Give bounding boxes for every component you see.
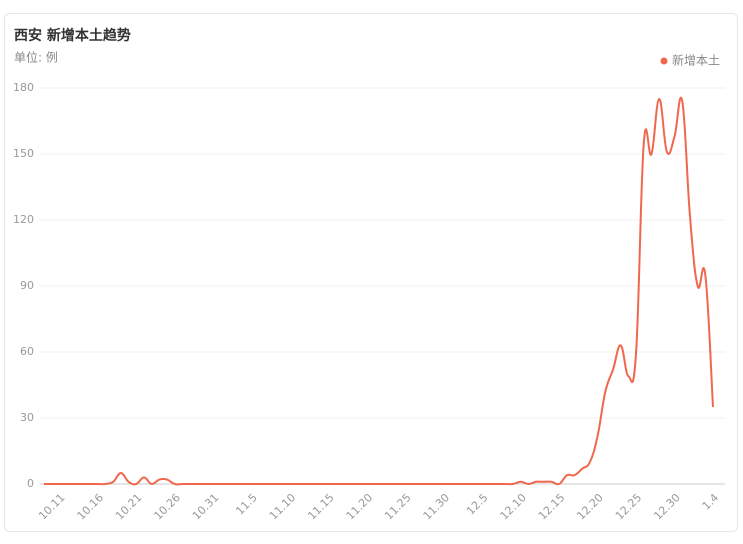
y-tick-label: 150 bbox=[13, 147, 34, 160]
y-tick-label: 0 bbox=[27, 477, 34, 490]
y-tick-label: 90 bbox=[20, 279, 34, 292]
y-tick-label: 30 bbox=[20, 411, 34, 424]
legend-marker bbox=[660, 57, 668, 65]
chart-subtitle: 单位: 例 bbox=[14, 50, 58, 65]
card bbox=[4, 13, 738, 532]
legend-label: 新增本土 bbox=[672, 53, 720, 68]
y-tick-label: 180 bbox=[13, 81, 34, 94]
series-line bbox=[43, 96, 714, 486]
y-tick-label: 120 bbox=[13, 213, 34, 226]
y-tick-label: 60 bbox=[20, 345, 34, 358]
chart-title: 西安 新增本土趋势 bbox=[14, 27, 131, 44]
